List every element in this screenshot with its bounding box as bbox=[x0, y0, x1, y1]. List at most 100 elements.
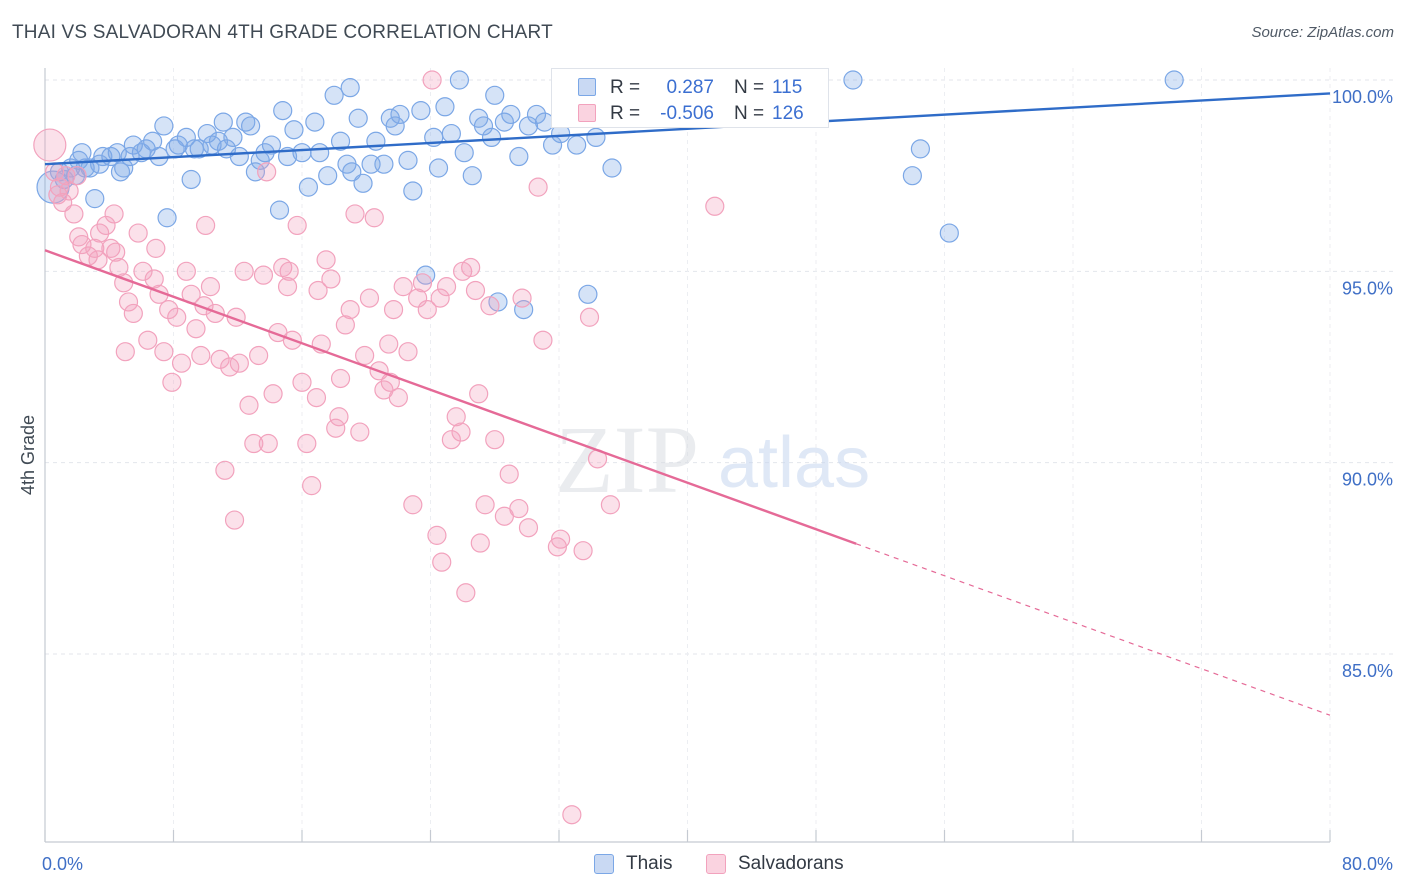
data-point-salvadorans bbox=[123, 303, 143, 324]
x-tick-label: 80.0% bbox=[1342, 854, 1393, 874]
data-point-salvadorans bbox=[480, 296, 500, 316]
data-point-salvadorans bbox=[422, 70, 442, 90]
data-point-thais bbox=[189, 139, 209, 159]
data-point-salvadorans bbox=[398, 342, 418, 362]
data-point-thais bbox=[390, 104, 410, 125]
data-point-salvadorans bbox=[427, 525, 447, 545]
data-point-salvadorans bbox=[287, 215, 307, 236]
data-point-thais bbox=[428, 158, 449, 178]
trend-line-thais bbox=[44, 92, 1331, 166]
y-tick-label: 95.0% bbox=[1342, 278, 1393, 298]
data-point-salvadorans bbox=[329, 407, 349, 427]
data-point-salvadorans bbox=[244, 433, 264, 454]
data-point-salvadorans bbox=[456, 583, 476, 603]
axes bbox=[44, 68, 1331, 843]
data-point-thais bbox=[578, 284, 598, 304]
data-point-thais bbox=[366, 131, 386, 151]
data-point-thais bbox=[1164, 70, 1184, 90]
trend-line-salvadorans bbox=[44, 249, 857, 545]
data-point-thais bbox=[902, 166, 922, 186]
data-point-salvadorans bbox=[224, 510, 245, 530]
data-point-salvadorans bbox=[33, 128, 67, 162]
data-point-salvadorans bbox=[210, 349, 230, 369]
data-point-salvadorans bbox=[128, 223, 148, 243]
data-point-salvadorans bbox=[600, 495, 621, 515]
data-point-thais bbox=[481, 127, 502, 147]
r-value: 0.287 bbox=[666, 77, 714, 98]
data-point-thais bbox=[269, 200, 290, 220]
gridlines bbox=[45, 68, 1395, 842]
data-point-salvadorans bbox=[279, 261, 299, 281]
data-point-thais bbox=[586, 127, 606, 147]
data-point-thais bbox=[305, 112, 325, 132]
data-point-salvadorans bbox=[383, 300, 404, 320]
data-point-thais bbox=[241, 116, 261, 136]
data-point-salvadorans bbox=[485, 430, 505, 450]
data-point-salvadorans bbox=[512, 288, 532, 308]
trend-lines bbox=[44, 92, 1331, 716]
data-point-thais bbox=[385, 116, 405, 136]
data-point-salvadorans bbox=[551, 529, 571, 549]
data-point-salvadorans bbox=[393, 277, 413, 297]
r-label: R = bbox=[610, 77, 641, 98]
r-label: R = bbox=[610, 103, 641, 124]
data-point-salvadorans bbox=[144, 269, 164, 289]
data-point-salvadorans bbox=[106, 242, 126, 262]
data-point-thais bbox=[939, 223, 959, 243]
data-point-salvadorans bbox=[335, 315, 355, 335]
data-point-salvadorans bbox=[159, 300, 179, 320]
trend-line-extension-salvadorans bbox=[855, 543, 1331, 716]
data-point-salvadorans bbox=[253, 265, 274, 285]
data-point-thais bbox=[110, 162, 131, 182]
data-point-thais bbox=[292, 143, 312, 163]
data-point-salvadorans bbox=[171, 353, 192, 373]
data-point-salvadorans bbox=[509, 498, 529, 519]
data-point-thais bbox=[509, 146, 529, 167]
data-point-salvadorans bbox=[412, 273, 433, 293]
data-point-salvadorans bbox=[533, 330, 553, 350]
data-point-salvadorans bbox=[316, 250, 336, 270]
data-point-thais bbox=[168, 135, 188, 155]
data-point-salvadorans bbox=[239, 395, 259, 415]
data-point-salvadorans bbox=[528, 177, 548, 197]
data-point-thais bbox=[90, 154, 110, 174]
r-value: -0.506 bbox=[660, 103, 714, 124]
data-point-salvadorans bbox=[59, 181, 79, 201]
data-point-salvadorans bbox=[118, 292, 139, 312]
data-point-thais bbox=[85, 189, 105, 209]
y-tick-label: 100.0% bbox=[1332, 87, 1393, 107]
data-point-salvadorans bbox=[475, 495, 495, 515]
series-legend: Thais Salvadorans bbox=[0, 850, 1406, 880]
data-point-salvadorans bbox=[306, 388, 327, 408]
data-point-thais bbox=[273, 101, 293, 121]
data-point-salvadorans bbox=[96, 215, 116, 236]
y-tick-labels: 100.0% 95.0% 90.0% 85.0% bbox=[1332, 87, 1393, 681]
data-point-thais bbox=[298, 177, 319, 197]
data-point-thais bbox=[435, 97, 455, 117]
stats-row-salvadorans: R = -0.506 N = 126 bbox=[552, 100, 828, 126]
salvadorans-legend-swatch bbox=[706, 854, 726, 874]
data-point-salvadorans bbox=[350, 422, 370, 442]
data-point-thais bbox=[473, 116, 494, 136]
x-tick-labels: 0.0% 80.0% bbox=[42, 854, 1393, 874]
data-point-thais bbox=[208, 131, 229, 151]
data-point-salvadorans bbox=[436, 277, 457, 297]
data-point-salvadorans bbox=[417, 300, 437, 320]
data-point-salvadorans bbox=[359, 288, 380, 308]
data-point-salvadorans bbox=[48, 185, 68, 205]
data-point-thais bbox=[261, 135, 282, 155]
series-salvadorans bbox=[33, 70, 725, 825]
data-point-thais bbox=[449, 70, 470, 90]
data-point-thais bbox=[398, 150, 418, 170]
data-point-thais bbox=[342, 162, 362, 182]
data-point-salvadorans bbox=[154, 342, 174, 362]
data-point-salvadorans bbox=[220, 357, 240, 377]
data-point-salvadorans bbox=[308, 280, 328, 301]
data-point-thais bbox=[441, 123, 461, 144]
data-point-thais bbox=[403, 181, 423, 201]
data-point-thais bbox=[197, 123, 217, 144]
data-point-thais bbox=[526, 104, 547, 125]
data-point-thais bbox=[501, 104, 521, 125]
data-point-salvadorans bbox=[330, 368, 351, 389]
data-point-salvadorans bbox=[499, 464, 519, 484]
